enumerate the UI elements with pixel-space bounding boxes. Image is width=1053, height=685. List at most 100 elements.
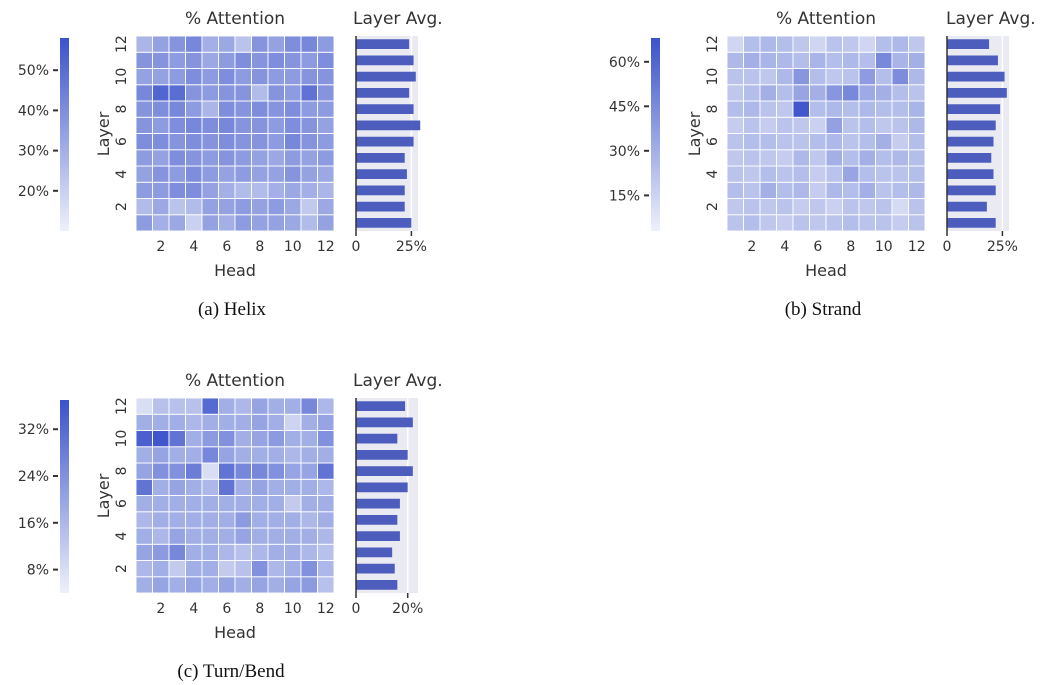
heatmap-cell <box>168 149 186 167</box>
heatmap-cell <box>743 165 761 183</box>
layer-avg-bar <box>356 71 416 82</box>
heatmap-cell <box>168 527 186 545</box>
heatmap-cell <box>185 68 203 86</box>
heatmap-cell <box>234 68 252 86</box>
heatmap-cell <box>251 51 269 69</box>
heatmap-cell <box>251 165 269 183</box>
heatmap-cell <box>267 68 285 86</box>
heatmap-cell <box>284 149 302 167</box>
heatmap-cell <box>842 84 860 102</box>
y-tick-label: 12 <box>705 35 721 53</box>
heatmap-cell <box>218 576 236 594</box>
heatmap-cell <box>908 84 926 102</box>
heatmap-cell <box>251 100 269 118</box>
heatmap-cell <box>858 100 876 118</box>
heatmap-cell <box>234 560 252 578</box>
heatmap-cell <box>168 133 186 151</box>
heatmap-cell <box>743 100 761 118</box>
heatmap-cell <box>267 149 285 167</box>
heatmap-cell <box>152 430 170 448</box>
x-tick-label: 10 <box>284 601 302 617</box>
layer-avg-title: Layer Avg. <box>353 371 443 391</box>
layer-avg-bar <box>356 153 405 163</box>
heatmap-cell <box>251 35 269 53</box>
heatmap-cell <box>251 116 269 134</box>
heatmap-cell <box>776 181 794 199</box>
heatmap-cell <box>792 100 810 118</box>
heatmap-cell <box>152 511 170 529</box>
heatmap-cell <box>300 214 318 232</box>
heatmap-cell <box>726 116 744 134</box>
y-tick-label: 4 <box>114 170 130 179</box>
heatmap-cell <box>135 527 153 545</box>
heatmap-cell <box>267 84 285 102</box>
heatmap-cells: 2 4 6 8 10 12 2 4 6 8 10 12 <box>705 35 926 255</box>
heatmap-cell <box>842 198 860 216</box>
x-tick-label: 2 <box>156 601 165 617</box>
heatmap-cell <box>284 100 302 118</box>
heatmap-cell <box>284 527 302 545</box>
heatmap-cell <box>776 133 794 151</box>
heatmap-cell <box>317 51 335 69</box>
y-tick-label: 2 <box>114 202 130 211</box>
heatmap-cell <box>284 430 302 448</box>
heatmap-cell <box>201 35 219 53</box>
heatmap-cell <box>284 446 302 464</box>
heatmap-cell <box>152 446 170 464</box>
heatmap-cell <box>300 413 318 431</box>
heatmap-cell <box>776 149 794 167</box>
heatmap-cell <box>891 116 909 134</box>
heatmap-cell <box>726 68 744 86</box>
heatmap-cell <box>168 397 186 415</box>
heatmap-cell <box>185 35 203 53</box>
heatmap-cell <box>152 214 170 232</box>
y-tick-label: 8 <box>114 105 130 114</box>
layer-avg-bar <box>947 201 987 212</box>
heatmap-cell <box>135 478 153 496</box>
heatmap-cell <box>759 116 777 134</box>
layer-avg-bar <box>356 55 414 66</box>
layer-avg-bar <box>356 104 414 114</box>
y-tick-label: 4 <box>114 532 130 541</box>
panel-caption: (c) Turn/Bend <box>177 661 285 682</box>
heatmap-cell <box>234 462 252 480</box>
heatmap-cell <box>284 84 302 102</box>
colorbar: 15% 30% 45% 60% <box>609 38 660 231</box>
heatmap-cell <box>908 68 926 86</box>
heatmap-cell <box>726 84 744 102</box>
heatmap-cell <box>792 51 810 69</box>
heatmap-cell <box>201 543 219 561</box>
heatmap-cell <box>185 413 203 431</box>
heatmap-cell <box>825 165 843 183</box>
x-tick-label: 2 <box>747 239 756 255</box>
heatmap-cell <box>842 181 860 199</box>
heatmap-cell <box>251 560 269 578</box>
layer-avg-bar <box>947 218 996 228</box>
colorbar: 20% 30% 40% 50% <box>18 38 69 231</box>
heatmap-cell <box>251 495 269 513</box>
y-tick-label: 12 <box>114 35 130 53</box>
layer-avg-bar <box>356 563 395 574</box>
heatmap-cell <box>251 527 269 545</box>
heatmap-cell <box>858 116 876 134</box>
heatmap-cell <box>135 495 153 513</box>
heatmap-cell <box>891 51 909 69</box>
heatmap-cell <box>317 478 335 496</box>
heatmap-cell <box>809 181 827 199</box>
layer-avg-bar <box>947 104 1001 114</box>
heatmap-cell <box>284 35 302 53</box>
heatmap-cell <box>300 116 318 134</box>
heatmap-cell <box>234 430 252 448</box>
heatmap-cell <box>317 35 335 53</box>
y-tick-label: 8 <box>114 467 130 476</box>
colorbar-tick-label: 32% <box>18 422 49 438</box>
heatmap-cell <box>842 165 860 183</box>
heatmap-cell <box>152 560 170 578</box>
heatmap-cell <box>234 149 252 167</box>
heatmap-cell <box>135 198 153 216</box>
heatmap-cell <box>317 560 335 578</box>
heatmap-cell <box>858 35 876 53</box>
layer-avg-bar <box>356 120 421 131</box>
panel-turn-bend: 8% 16% 24% 32% % Attention Layer Avg. 2 4 6 8 1… <box>18 371 443 682</box>
heatmap-cell <box>759 68 777 86</box>
